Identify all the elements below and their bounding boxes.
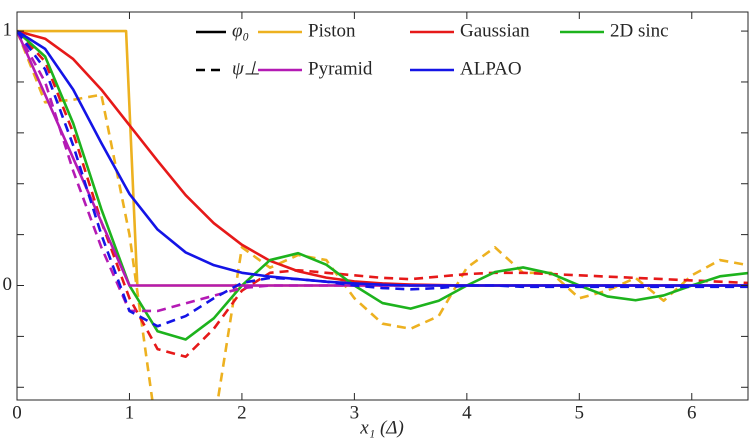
x-tick-label: 1 <box>125 402 135 423</box>
solid-line <box>17 30 748 341</box>
solid-line <box>17 29 748 287</box>
x-tick-label: 2 <box>237 402 247 423</box>
x-axis-label: x₁ (Δ) <box>359 417 404 438</box>
axes-box <box>16 11 749 401</box>
dashed-line <box>17 30 748 359</box>
x-tick-label: 4 <box>462 402 472 423</box>
solid-line <box>17 29 748 287</box>
legend-label: Pyramid <box>308 58 373 79</box>
x-tick-label: 3 <box>350 402 360 423</box>
legend-label: Gaussian <box>460 20 530 41</box>
x-tick-label: 5 <box>575 402 585 423</box>
legend-label: φ₀ <box>232 20 249 41</box>
dashed-line <box>17 30 748 400</box>
legend-label: 2D sinc <box>610 20 669 41</box>
x-tick-label: 6 <box>687 402 697 423</box>
x-tick-label: 0 <box>12 402 22 423</box>
legend-label: ALPAO <box>460 58 522 79</box>
y-tick-label: 1 <box>3 19 13 40</box>
legend-label: Piston <box>308 20 356 41</box>
plot-area <box>17 29 748 400</box>
y-tick-label: 0 <box>3 274 13 295</box>
legend-label: ψ⊥ <box>232 58 260 79</box>
